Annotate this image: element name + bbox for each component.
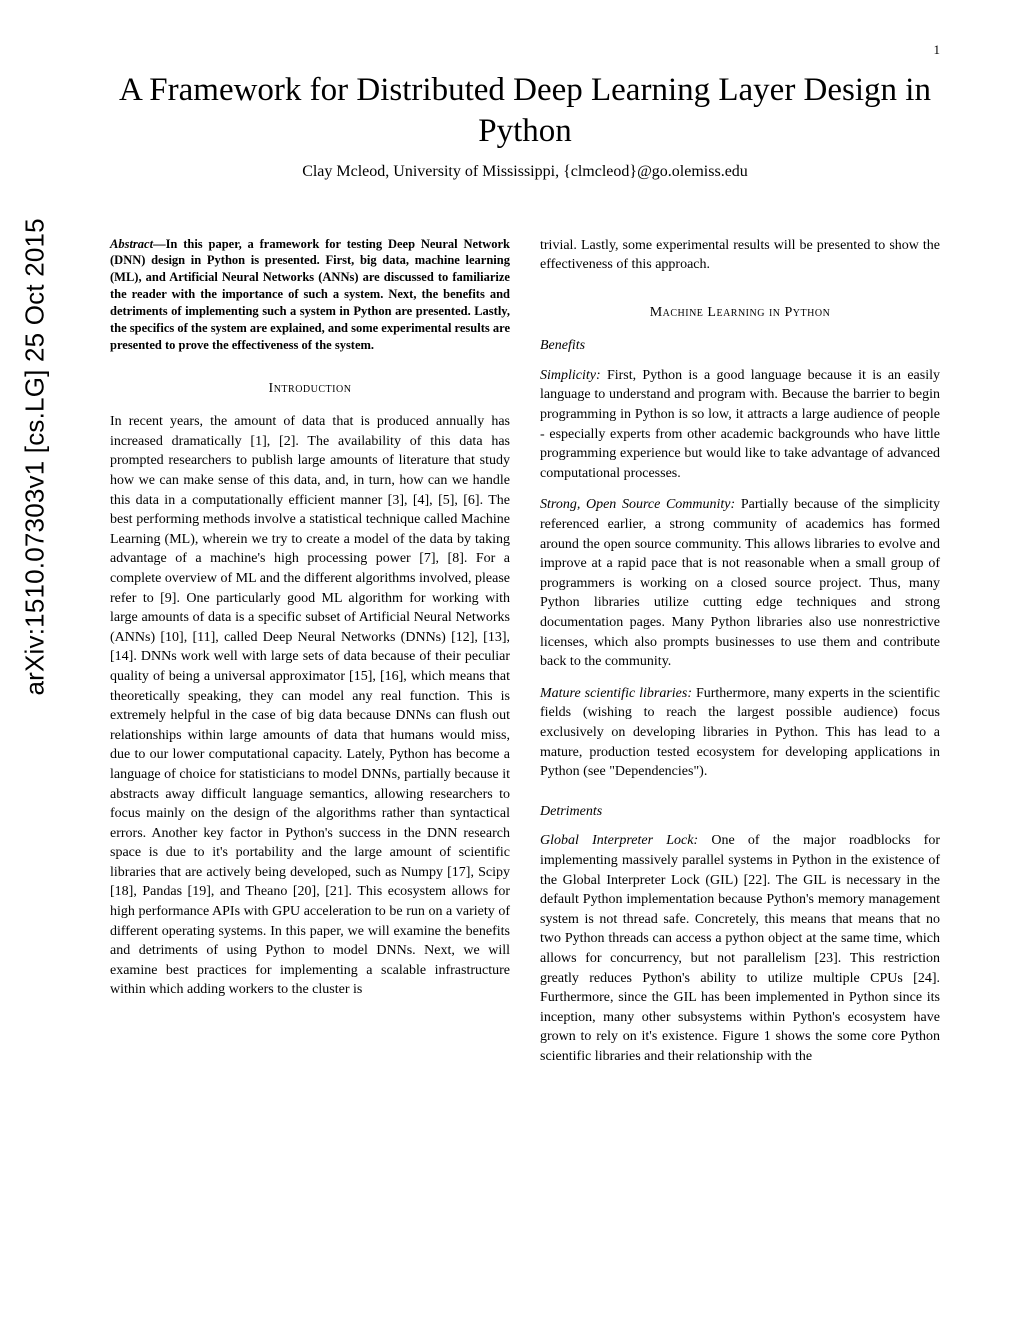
gil-body: One of the major roadblocks for implemen…: [540, 833, 940, 1064]
paper-page: 1 A Framework for Distributed Deep Learn…: [0, 0, 1020, 1320]
benefit-mature: Mature scientific libraries: Furthermore…: [540, 684, 940, 782]
right-column: trivial. Lastly, some experimental resul…: [540, 236, 940, 1067]
col2-continuation: trivial. Lastly, some experimental resul…: [540, 236, 940, 275]
author-line: Clay Mcleod, University of Mississippi, …: [110, 163, 940, 181]
abstract-label: Abstract: [110, 237, 153, 251]
simplicity-body: First, Python is a good language because…: [540, 368, 940, 481]
simplicity-label: Simplicity:: [540, 368, 601, 383]
section-heading-ml-python: Machine Learning in Python: [540, 303, 940, 323]
arxiv-watermark: arXiv:1510.07303v1 [cs.LG] 25 Oct 2015: [20, 218, 51, 695]
detriment-gil: Global Interpreter Lock: One of the majo…: [540, 831, 940, 1066]
two-column-layout: Abstract—In this paper, a framework for …: [110, 236, 940, 1067]
page-number: 1: [934, 42, 941, 58]
section-heading-introduction: Introduction: [110, 379, 510, 399]
community-label: Strong, Open Source Community:: [540, 497, 735, 512]
intro-paragraph: In recent years, the amount of data that…: [110, 412, 510, 1000]
abstract-block: Abstract—In this paper, a framework for …: [110, 236, 510, 354]
paper-title: A Framework for Distributed Deep Learnin…: [110, 70, 940, 153]
subsection-benefits: Benefits: [540, 336, 940, 356]
abstract-text: —In this paper, a framework for testing …: [110, 237, 510, 352]
mature-label: Mature scientific libraries:: [540, 686, 692, 701]
benefit-community: Strong, Open Source Community: Partially…: [540, 495, 940, 671]
gil-label: Global Interpreter Lock:: [540, 833, 698, 848]
left-column: Abstract—In this paper, a framework for …: [110, 236, 510, 1067]
community-body: Partially because of the simplicity refe…: [540, 497, 940, 669]
subsection-detriments: Detriments: [540, 802, 940, 822]
benefit-simplicity: Simplicity: First, Python is a good lang…: [540, 366, 940, 484]
